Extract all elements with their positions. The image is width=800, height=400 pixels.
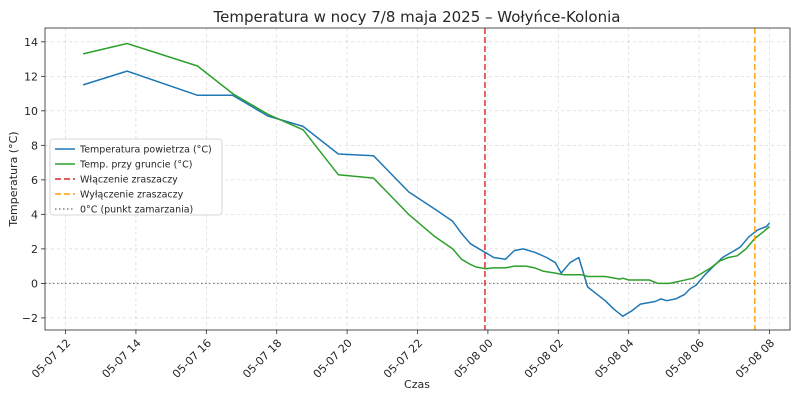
series-layer <box>82 42 771 317</box>
x-axis: 05-07 12 05-07 14 05-07 16 05-07 18 05-07 20… <box>29 330 777 381</box>
reference-lines-vertical <box>484 28 756 330</box>
legend-label: Wyłączenie zraszaczy <box>80 190 184 201</box>
x-axis-label: Czas <box>404 378 430 391</box>
y-axis: −2 0 2 4 6 8 10 12 14 <box>22 36 45 325</box>
y-tick-label: 4 <box>31 208 38 221</box>
x-tick-label: 05-07 14 <box>100 337 144 381</box>
legend-box <box>49 138 223 216</box>
y-tick-label: 8 <box>31 139 38 152</box>
y-tick-label: 14 <box>24 36 38 49</box>
y-axis-label: Temperatura (°C) <box>7 131 20 227</box>
x-tick-label: 05-08 00 <box>451 337 495 381</box>
series-line <box>82 70 771 317</box>
legend: Temperatura powietrza (°C) Temp. przy gru… <box>49 138 223 216</box>
x-tick-label: 05-08 04 <box>592 337 636 381</box>
y-tick-label: 12 <box>24 70 38 83</box>
chart-title: Temperatura w nocy 7/8 maja 2025 – Wołyń… <box>213 8 621 26</box>
legend-label: Temp. przy gruncie (°C) <box>79 160 192 171</box>
x-tick-label: 05-07 18 <box>240 337 284 381</box>
x-tick-label: 05-08 02 <box>522 337 566 381</box>
y-tick-label: 2 <box>31 243 38 256</box>
x-tick-label: 05-07 20 <box>311 337 355 381</box>
y-tick-label: −2 <box>22 312 38 325</box>
x-tick-label: 05-08 08 <box>733 337 777 381</box>
y-tick-label: 10 <box>24 105 38 118</box>
x-tick-label: 05-07 16 <box>170 337 214 381</box>
legend-label: Włączenie zraszaczy <box>80 175 178 186</box>
legend-label: 0°C (punkt zamarzania) <box>80 205 193 216</box>
x-tick-label: 05-07 22 <box>381 337 425 381</box>
series-line <box>82 42 770 285</box>
x-tick-label: 05-07 12 <box>29 337 73 381</box>
y-tick-label: 0 <box>31 277 38 290</box>
x-tick-label: 05-08 06 <box>663 337 707 381</box>
legend-label: Temperatura powietrza (°C) <box>79 145 212 156</box>
y-tick-label: 6 <box>31 174 38 187</box>
